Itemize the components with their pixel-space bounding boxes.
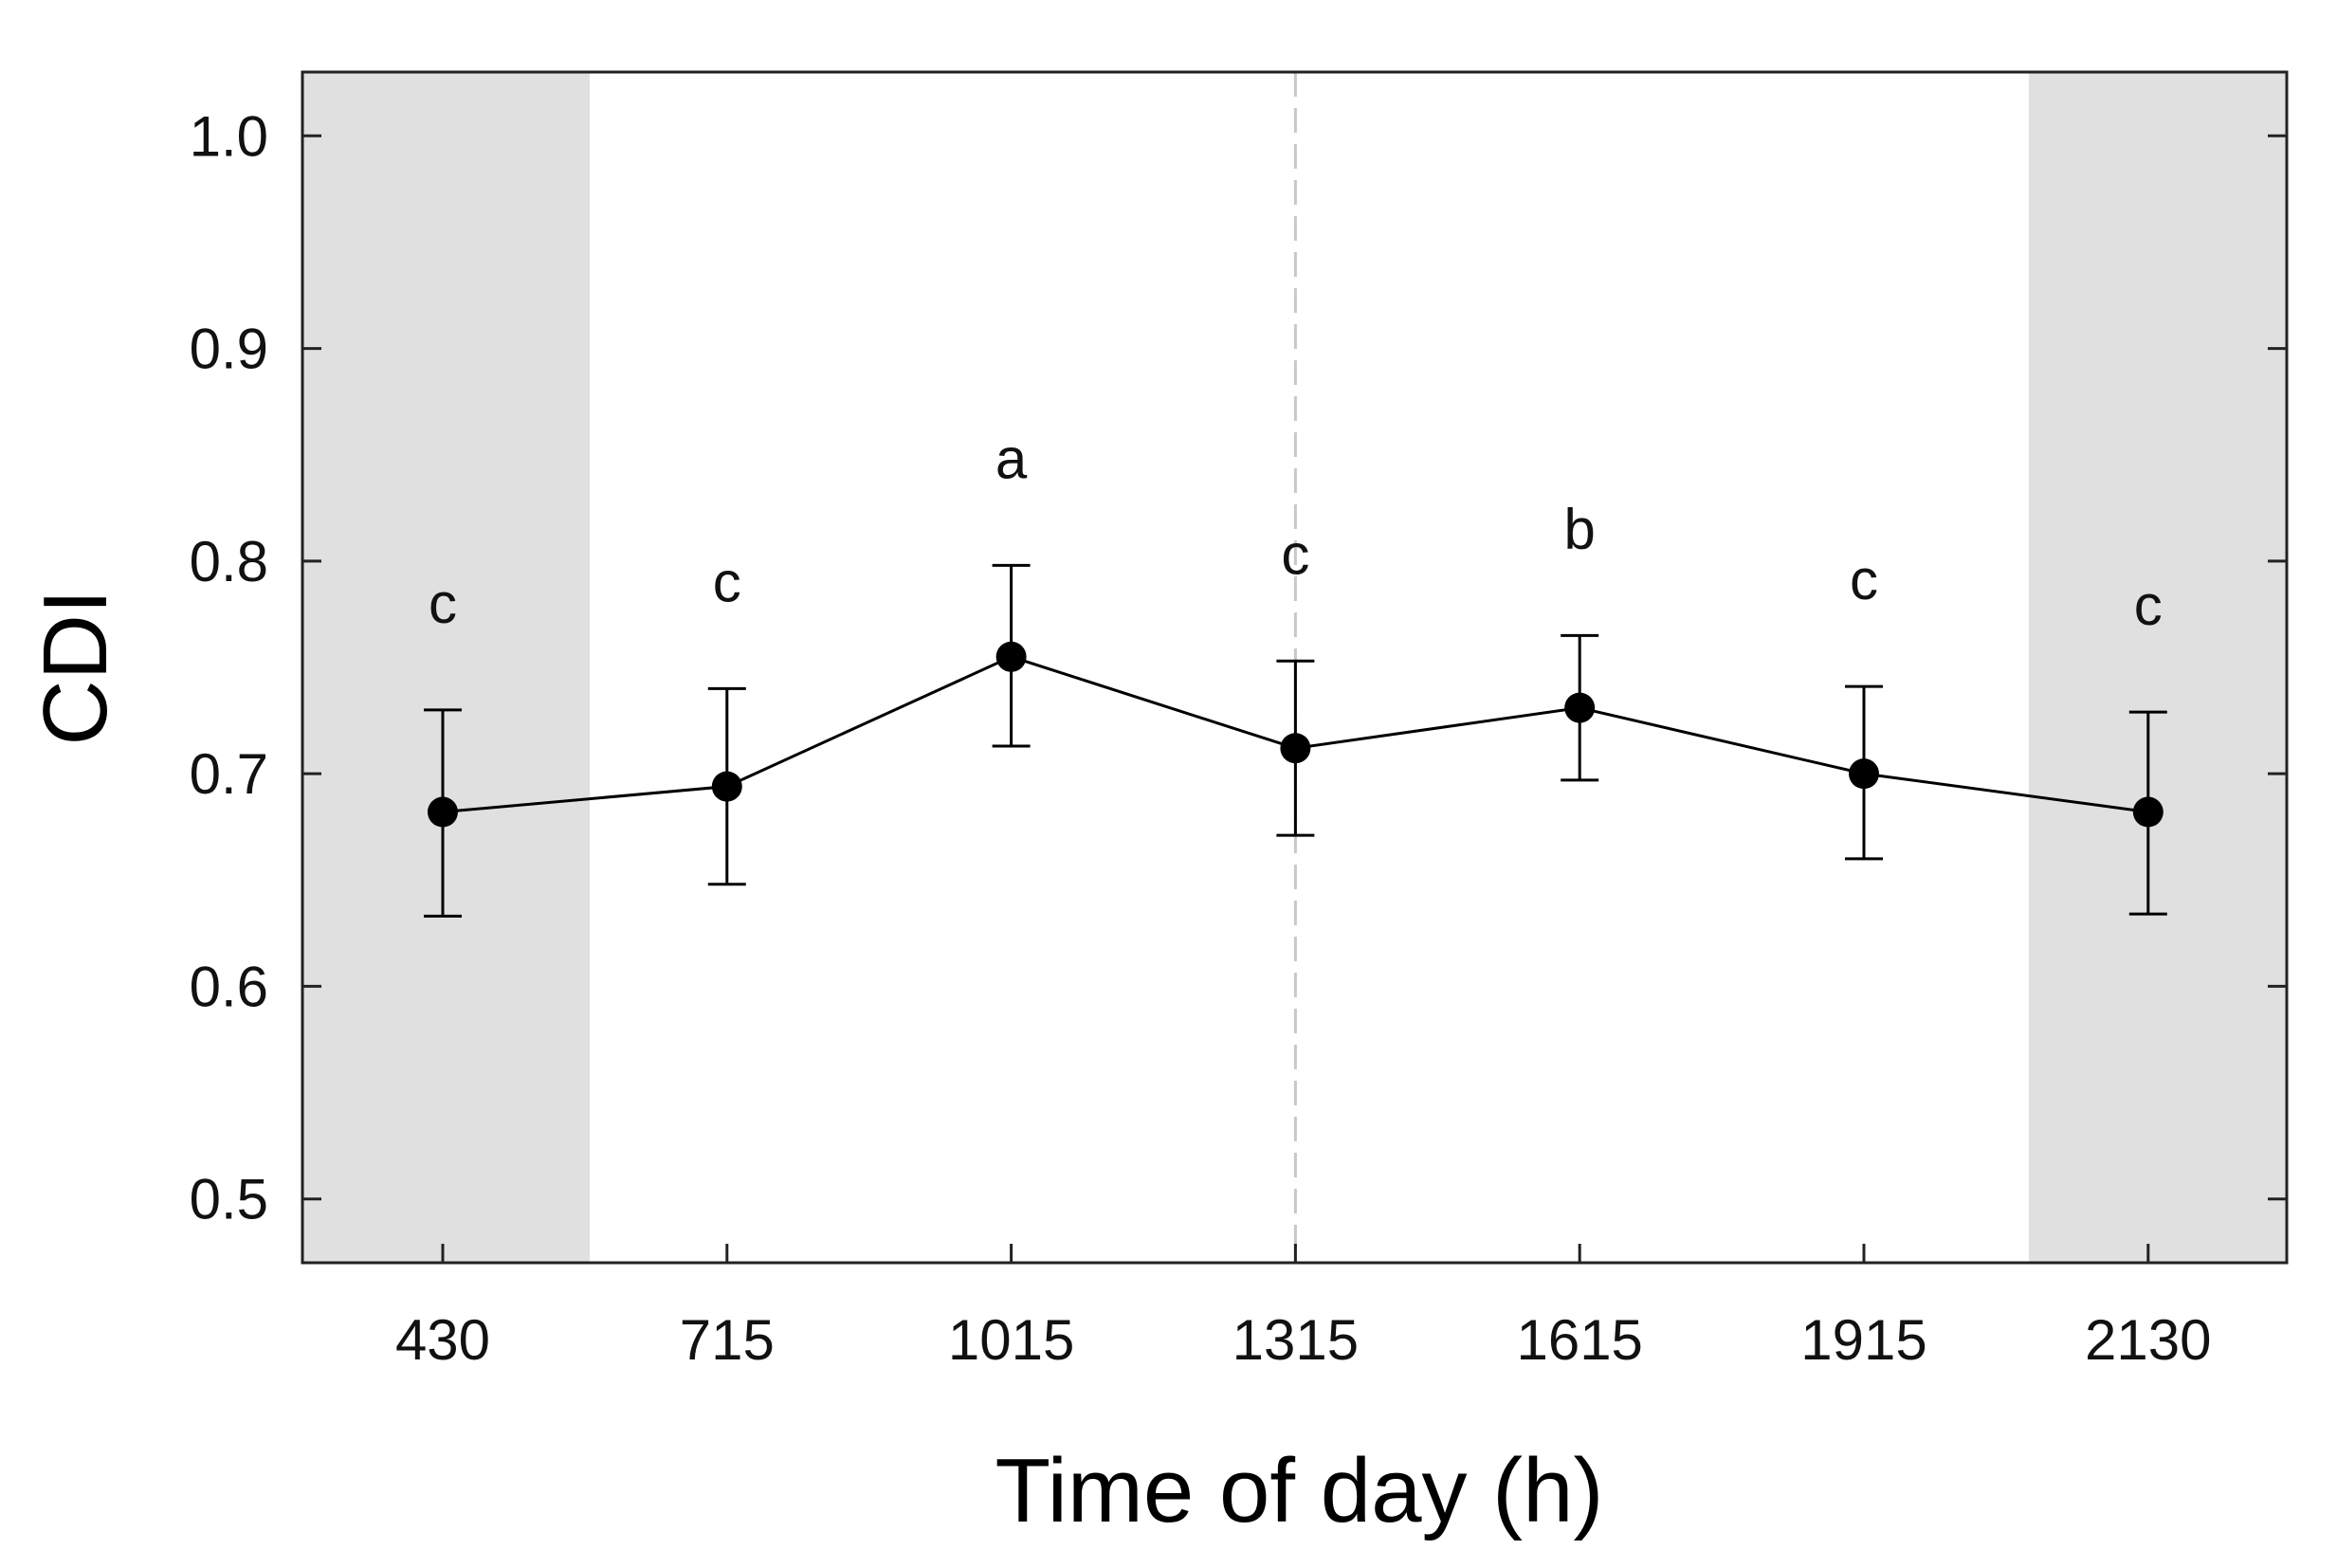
y-tick-label: 1.0 [190, 104, 268, 168]
data-point-1315 [1280, 733, 1311, 764]
significance-letter-715: c [713, 550, 741, 613]
y-tick-label: 0.6 [190, 955, 268, 1018]
significance-letter-430: c [429, 572, 457, 635]
data-point-1615 [1564, 692, 1596, 723]
significance-letter-1015: a [995, 427, 1028, 490]
x-tick-label: 1315 [1232, 1308, 1359, 1372]
significance-letter-1615: b [1564, 497, 1596, 560]
y-tick-label: 0.7 [190, 742, 268, 806]
data-point-1015 [995, 641, 1027, 672]
x-tick-label: 2130 [2085, 1308, 2211, 1372]
significance-letter-1315: c [1281, 522, 1309, 586]
x-tick-label: 1915 [1800, 1308, 1926, 1372]
shaded-regions [302, 72, 2287, 1263]
x-tick-label: 1615 [1516, 1308, 1642, 1372]
significance-letters: c c a c b c c [429, 427, 2163, 637]
significance-letter-2130: c [2134, 574, 2163, 637]
data-point-2130 [2132, 796, 2164, 828]
y-axis: 0.5 0.6 0.7 0.8 0.9 1.0 [190, 104, 2287, 1231]
x-axis-title: Time of day (h) [995, 1440, 1604, 1541]
x-tick-label: 1015 [948, 1308, 1074, 1372]
x-axis: 430 715 1015 1315 1615 1915 2130 [395, 1244, 2212, 1372]
series-cdi [424, 563, 2167, 918]
data-point-430 [428, 796, 458, 828]
y-tick-label: 0.5 [190, 1168, 268, 1231]
data-point-715 [711, 771, 742, 802]
shaded-region-2 [2029, 72, 2287, 1263]
x-tick-label: 430 [395, 1308, 490, 1372]
x-tick-label: 715 [680, 1308, 775, 1372]
y-tick-label: 0.8 [190, 530, 268, 593]
y-tick-label: 0.9 [190, 318, 268, 381]
shaded-region-1 [302, 72, 590, 1263]
significance-letter-1915: c [1850, 548, 1878, 611]
y-axis-title: CDI [25, 589, 126, 745]
data-point-1915 [1849, 758, 1879, 790]
